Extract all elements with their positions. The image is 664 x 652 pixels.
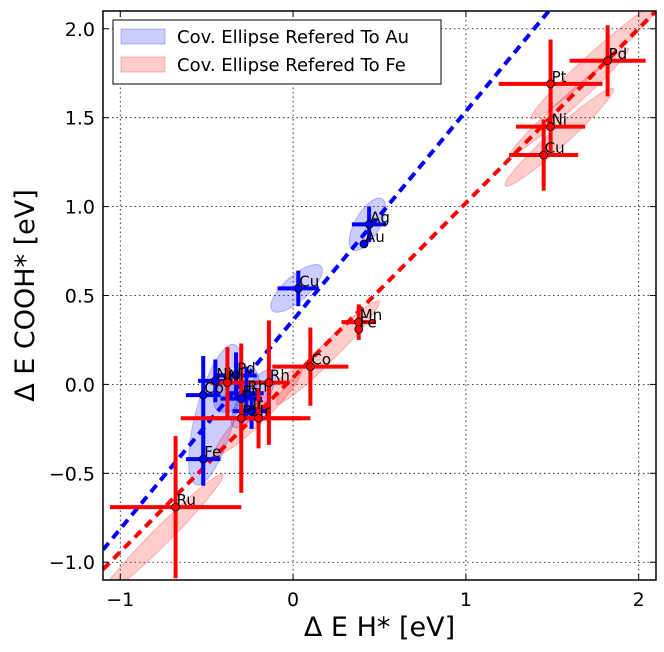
x-tick-label: 1 <box>460 589 472 611</box>
data-point-au <box>242 388 251 398</box>
data-point-fe <box>603 56 613 66</box>
y-tick-label: −0.5 <box>49 463 95 485</box>
data-point-fe <box>546 79 555 89</box>
point-label-fe: Ru <box>177 491 196 509</box>
data-point-au <box>210 376 220 386</box>
covariance-ellipse-fe <box>103 473 224 580</box>
point-label-au: Fe <box>204 443 221 461</box>
data-point-fe <box>546 122 555 131</box>
x-tick-label: −1 <box>106 589 134 611</box>
point-label-fe: Pt <box>552 68 567 86</box>
data-point-fe <box>254 413 263 423</box>
data-point-au <box>293 283 303 293</box>
data-points <box>171 56 613 512</box>
data-point-fe <box>354 324 364 334</box>
data-point-au <box>236 394 246 404</box>
point-label-fe: Pd <box>609 45 628 63</box>
fit-line-au <box>103 11 551 552</box>
point-label-au: Ni <box>216 365 231 383</box>
data-point-fe <box>236 413 246 423</box>
legend-box <box>112 19 442 85</box>
x-axis-label: Δ E H* [eV] <box>304 612 455 643</box>
grid <box>103 11 656 580</box>
data-point-au <box>364 219 374 229</box>
x-tick-label: 2 <box>633 589 645 611</box>
fit-line-fe <box>103 11 656 571</box>
legend: Cov. Ellipse Refered To Au Cov. Ellipse … <box>112 19 442 85</box>
data-point-au <box>231 371 241 380</box>
point-label-fe: Pt <box>242 402 257 420</box>
covariance-ellipses <box>103 11 656 580</box>
data-point-fe <box>264 378 274 388</box>
data-point-au <box>198 454 208 464</box>
point-label-fe: Rh <box>270 367 290 385</box>
covariance-ellipse-fe <box>275 300 380 405</box>
y-tick-label: 1.5 <box>65 108 95 130</box>
point-label-fe: Ni <box>228 367 243 385</box>
point-label-fe: Cu <box>545 139 565 157</box>
point-label-au: Pt <box>242 383 257 401</box>
y-tick-label: 0.0 <box>65 374 95 396</box>
point-label-au: Rh <box>247 377 267 395</box>
data-point-fe <box>171 502 180 512</box>
legend-swatch-fe <box>120 56 166 73</box>
legend-label-au: Cov. Ellipse Refered To Au <box>177 27 409 48</box>
y-tick-label: −1.0 <box>49 552 95 574</box>
data-point-au <box>247 406 257 416</box>
point-label-fe: Mn <box>360 306 382 324</box>
point-label-fe: Fe <box>360 313 377 331</box>
x-tick-label: 0 <box>287 589 299 611</box>
legend-label-fe: Cov. Ellipse Refered To Fe <box>177 55 406 76</box>
axis-ticks: −1 0 1 2 −1.0 −0.5 0.0 0.5 1.0 1.5 2.0 <box>49 11 656 611</box>
point-label-au: Au <box>365 228 385 246</box>
fit-lines <box>103 11 656 571</box>
data-point-au <box>359 239 369 249</box>
point-label-au: Ag <box>370 208 390 226</box>
data-point-fe <box>305 362 315 372</box>
y-tick-label: 1.0 <box>65 197 95 219</box>
y-tick-label: 2.0 <box>65 19 95 41</box>
point-label-au: Ir <box>253 395 264 413</box>
point-label-fe: Ni <box>552 111 567 129</box>
y-tick-label: 0.5 <box>65 286 95 308</box>
point-label-fe: Ir <box>260 402 271 420</box>
legend-swatch-au <box>120 28 166 45</box>
point-label-au: Co <box>204 379 224 397</box>
data-point-fe <box>539 150 549 160</box>
data-point-fe <box>223 378 232 388</box>
data-point-au <box>198 390 208 400</box>
point-label-au: Cu <box>299 272 319 290</box>
point-label-au: Pd <box>237 360 256 378</box>
y-axis-label: Δ E COOH* [eV] <box>10 189 41 402</box>
covariance-ellipse-fe <box>504 87 614 187</box>
point-label-fe: Co <box>311 351 331 369</box>
